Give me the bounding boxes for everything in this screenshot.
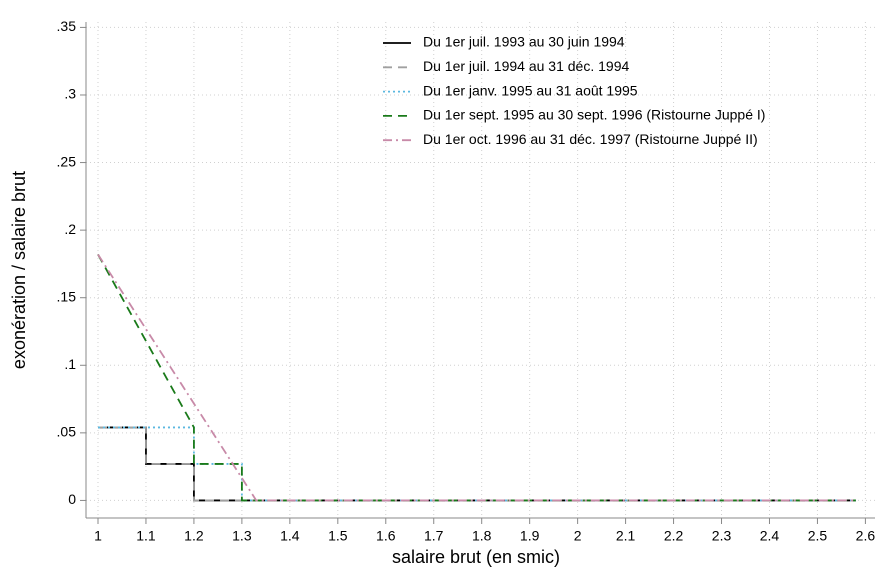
x-tick-label: 2.5 — [808, 528, 828, 544]
x-tick-label: 1.4 — [280, 528, 300, 544]
legend-label: Du 1er sept. 1995 au 30 sept. 1996 (Rist… — [423, 107, 765, 123]
y-tick-label: .25 — [57, 153, 77, 169]
legend-label: Du 1er juil. 1993 au 30 juin 1994 — [423, 34, 625, 50]
y-tick-label: .35 — [57, 18, 77, 34]
y-tick-label: 0 — [68, 491, 76, 507]
x-tick-label: 1.9 — [520, 528, 540, 544]
series-line — [97, 426, 856, 502]
y-tick-label: .3 — [64, 86, 76, 102]
x-tick-label: 1.3 — [232, 528, 252, 544]
x-tick-label: 2.3 — [712, 528, 732, 544]
x-tick-label: 1.1 — [136, 528, 156, 544]
legend-label: Du 1er janv. 1995 au 31 août 1995 — [423, 82, 638, 98]
x-tick-label: 2 — [574, 528, 582, 544]
y-axis-title: exonération / salaire brut — [9, 171, 29, 369]
legend-label: Du 1er oct. 1996 au 31 déc. 1997 (Ristou… — [423, 131, 758, 147]
series-line — [97, 426, 856, 502]
x-tick-label: 1.7 — [424, 528, 444, 544]
x-tick-label: 1.2 — [184, 528, 204, 544]
series-line — [97, 253, 856, 502]
x-tick-label: 1.6 — [376, 528, 396, 544]
x-tick-label: 2.1 — [616, 528, 636, 544]
x-tick-label: 2.6 — [856, 528, 876, 544]
x-axis-title: salaire brut (en smic) — [392, 547, 560, 567]
y-tick-label: .2 — [64, 221, 76, 237]
x-tick-label: 1.5 — [328, 528, 348, 544]
legend-label: Du 1er juil. 1994 au 31 déc. 1994 — [423, 58, 629, 74]
y-tick-label: .15 — [57, 288, 77, 304]
y-tick-label: .05 — [57, 424, 77, 440]
x-tick-label: 2.2 — [664, 528, 684, 544]
y-tick-label: .1 — [64, 356, 76, 372]
x-tick-label: 1.8 — [472, 528, 492, 544]
x-tick-label: 1 — [94, 528, 102, 544]
x-tick-label: 2.4 — [760, 528, 780, 544]
